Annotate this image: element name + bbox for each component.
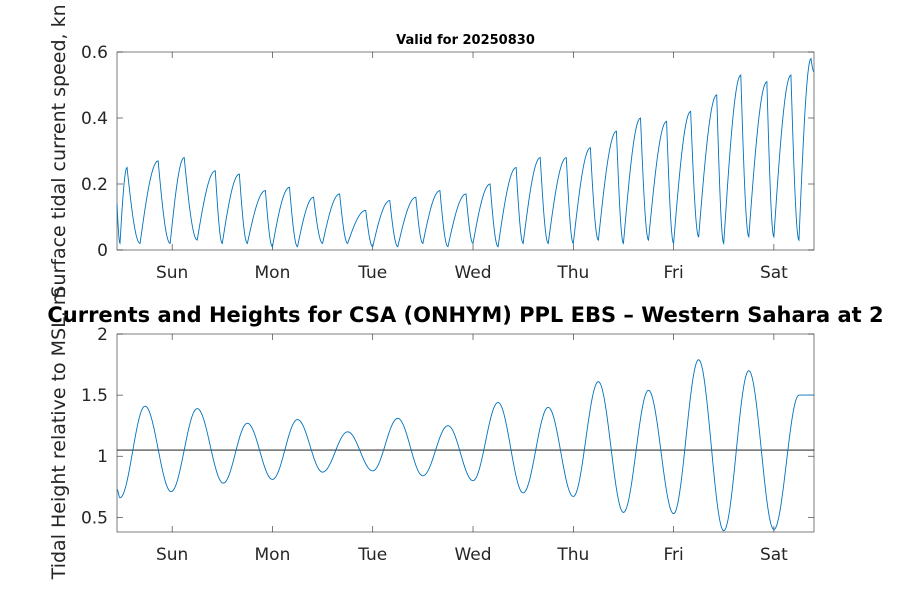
height-x-tick-label: Tue — [357, 545, 387, 565]
height-y-tick-label: 1.5 — [81, 386, 108, 406]
current-x-tick-label: Sun — [156, 263, 188, 283]
height-x-tick-label: Wed — [454, 545, 491, 565]
height-x-tick-label: Sat — [760, 545, 788, 565]
current-x-tick-label: Tue — [357, 263, 387, 283]
height-y-tick-label: 1 — [97, 447, 108, 467]
current-x-tick-label: Thu — [556, 263, 589, 283]
height-y-tick-label: 0.5 — [81, 508, 108, 528]
current-panel: 0 0.2 0.4 0.6 Sun Mon Tue Wed Thu Fri Sat Valid fo… — [48, 4, 815, 298]
height-x-tick-label: Mon — [255, 545, 291, 565]
current-y-tick-label: 0 — [97, 241, 108, 261]
height-y-tick-label: 2 — [97, 325, 108, 345]
current-x-tick-label: Sat — [760, 263, 788, 283]
height-x-tick-label: Sun — [156, 545, 188, 565]
current-x-tick-label: Fri — [663, 263, 683, 283]
height-panel: 0.5 1 1.5 2 Sun Mon Tue Wed Thu Fri Sat Currents a… — [47, 287, 883, 581]
height-ticks: 0.5 1 1.5 2 Sun Mon Tue Wed Thu Fri Sat — [81, 325, 814, 565]
current-ticks: 0 0.2 0.4 0.6 Sun Mon Tue Wed Thu Fri Sat — [81, 43, 814, 283]
height-x-tick-label: Fri — [663, 545, 683, 565]
height-x-tick-label: Thu — [556, 545, 589, 565]
current-y-tick-label: 0.6 — [81, 43, 108, 63]
current-axes-box — [116, 51, 815, 251]
current-chart-title: Valid for 20250830 — [396, 33, 535, 48]
height-y-axis-label: Tidal Height relative to MSL, m — [48, 287, 70, 581]
height-chart-title: Currents and Heights for CSA (ONHYM) PPL… — [47, 303, 883, 327]
current-y-axis-label: Surface tidal current speed, kn — [48, 4, 70, 297]
tidal-height-series-line — [116, 359, 814, 532]
current-x-tick-label: Wed — [454, 263, 491, 283]
height-axes-box — [116, 333, 815, 533]
current-y-tick-label: 0.2 — [81, 175, 108, 195]
current-speed-series-line — [116, 57, 815, 248]
current-y-tick-label: 0.4 — [81, 109, 108, 129]
current-x-tick-label: Mon — [255, 263, 291, 283]
